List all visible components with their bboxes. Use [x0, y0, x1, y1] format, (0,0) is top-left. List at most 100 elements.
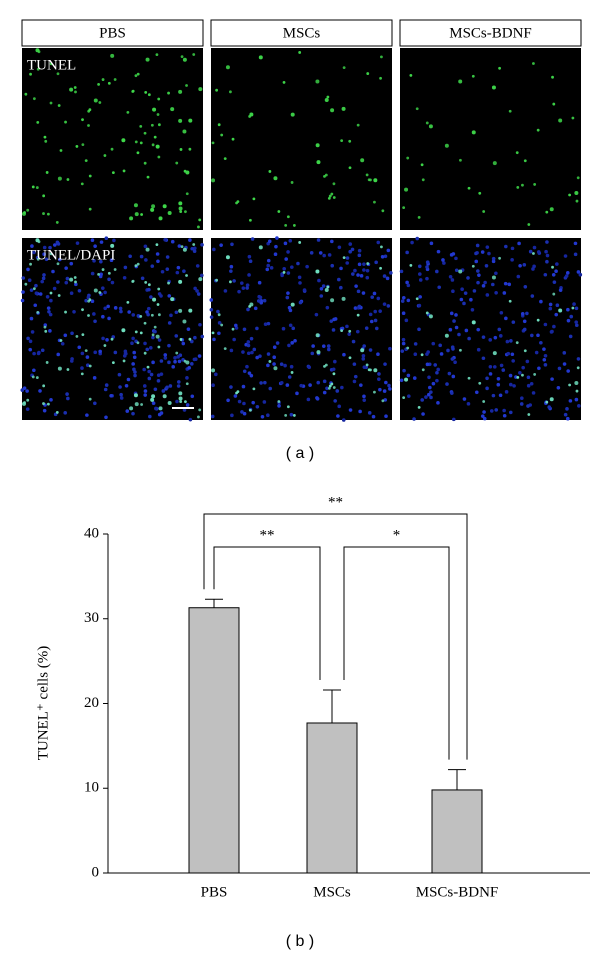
nucleus-dot — [428, 385, 432, 390]
nucleus-dot — [148, 414, 152, 419]
nucleus-dot — [353, 306, 358, 310]
nucleus-dot — [383, 398, 388, 402]
tunel-dot — [536, 318, 540, 322]
nucleus-dot — [512, 384, 516, 388]
nucleus-dot — [447, 371, 452, 376]
nucleus-dot — [526, 375, 531, 380]
nucleus-dot — [386, 304, 391, 308]
nucleus-dot — [174, 334, 179, 338]
tunel-dot — [37, 50, 41, 54]
nucleus-dot — [176, 265, 181, 270]
tunel-dot — [133, 203, 138, 208]
nucleus-dot — [551, 272, 556, 277]
tunel-dot — [45, 171, 49, 174]
nucleus-dot — [285, 383, 290, 387]
nucleus-dot — [484, 263, 489, 268]
nucleus-dot — [462, 301, 466, 306]
nucleus-dot — [131, 362, 135, 366]
nucleus-dot — [417, 264, 422, 269]
nucleus-dot — [548, 302, 553, 307]
nucleus-dot — [99, 259, 103, 264]
nucleus-dot — [528, 249, 533, 254]
tunel-dot — [81, 118, 84, 122]
tunel-dot — [69, 87, 74, 92]
nucleus-dot — [217, 331, 221, 336]
nucleus-dot — [377, 372, 381, 376]
nucleus-dot — [539, 340, 543, 345]
tunel-dot — [43, 325, 47, 329]
nucleus-dot — [157, 338, 162, 342]
tunel-dot — [107, 81, 111, 85]
nucleus-dot — [576, 357, 581, 361]
nucleus-dot — [92, 259, 96, 263]
nucleus-dot — [345, 261, 350, 265]
nucleus-dot — [266, 321, 271, 326]
tunel-dot — [467, 376, 471, 380]
tunel-dot — [478, 381, 482, 385]
tunel-dot — [215, 278, 219, 282]
nucleus-dot — [502, 408, 506, 413]
tunel-dot — [498, 66, 501, 70]
tunel-dot — [282, 80, 286, 84]
nucleus-dot — [530, 333, 534, 338]
tunel-dot — [170, 297, 175, 302]
tunel-dot — [332, 182, 336, 186]
nucleus-dot — [355, 329, 360, 334]
tunel-dot — [122, 359, 126, 363]
tunel-dot — [122, 169, 126, 173]
nucleus-dot — [562, 362, 567, 366]
nucleus-dot — [230, 413, 234, 418]
nucleus-dot — [93, 319, 97, 324]
nucleus-dot — [509, 382, 513, 387]
nucleus-dot — [211, 383, 215, 388]
nucleus-dot — [223, 289, 228, 293]
nucleus-dot — [504, 390, 509, 394]
tunel-dot — [134, 330, 138, 334]
tunel-dot — [110, 147, 114, 151]
nucleus-dot — [45, 295, 50, 299]
nucleus-dot — [288, 308, 293, 313]
nucleus-dot — [435, 378, 439, 383]
tunel-dot — [81, 333, 85, 337]
nucleus-dot — [77, 345, 82, 350]
tunel-dot — [249, 112, 254, 117]
tunel-dot — [153, 135, 157, 139]
nucleus-dot — [337, 245, 342, 250]
nucleus-dot — [199, 273, 204, 278]
nucleus-dot — [378, 387, 382, 392]
tunel-dot — [315, 79, 320, 84]
nucleus-dot — [574, 323, 579, 328]
tunel-dot — [152, 107, 157, 112]
tunel-dot — [136, 341, 140, 345]
tunel-dot — [417, 405, 421, 409]
nucleus-dot — [536, 250, 541, 254]
nucleus-dot — [384, 380, 388, 385]
tunel-dot — [444, 333, 449, 338]
tunel-dot — [223, 347, 227, 351]
tunel-dot — [298, 241, 302, 244]
nucleus-dot — [454, 268, 459, 273]
nucleus-dot — [526, 383, 531, 388]
tunel-dot — [147, 283, 151, 287]
row-label: TUNEL — [27, 57, 76, 73]
nucleus-dot — [46, 306, 51, 310]
nucleus-dot — [246, 343, 251, 348]
tunel-dot — [57, 366, 62, 371]
nucleus-dot — [339, 285, 343, 290]
bar — [188, 607, 240, 874]
nucleus-dot — [326, 344, 331, 348]
nucleus-dot — [554, 312, 559, 317]
nucleus-dot — [190, 362, 194, 366]
nucleus-dot — [481, 335, 486, 339]
tunel-dot — [182, 129, 187, 134]
tunel-dot — [508, 299, 512, 303]
tunel-dot — [88, 207, 92, 211]
nucleus-dot — [192, 249, 197, 254]
nucleus-dot — [492, 365, 497, 369]
nucleus-dot — [508, 373, 513, 378]
nucleus-dot — [229, 348, 234, 353]
nucleus-dot — [263, 322, 268, 327]
tunel-dot — [151, 333, 155, 337]
nucleus-dot — [284, 257, 288, 261]
